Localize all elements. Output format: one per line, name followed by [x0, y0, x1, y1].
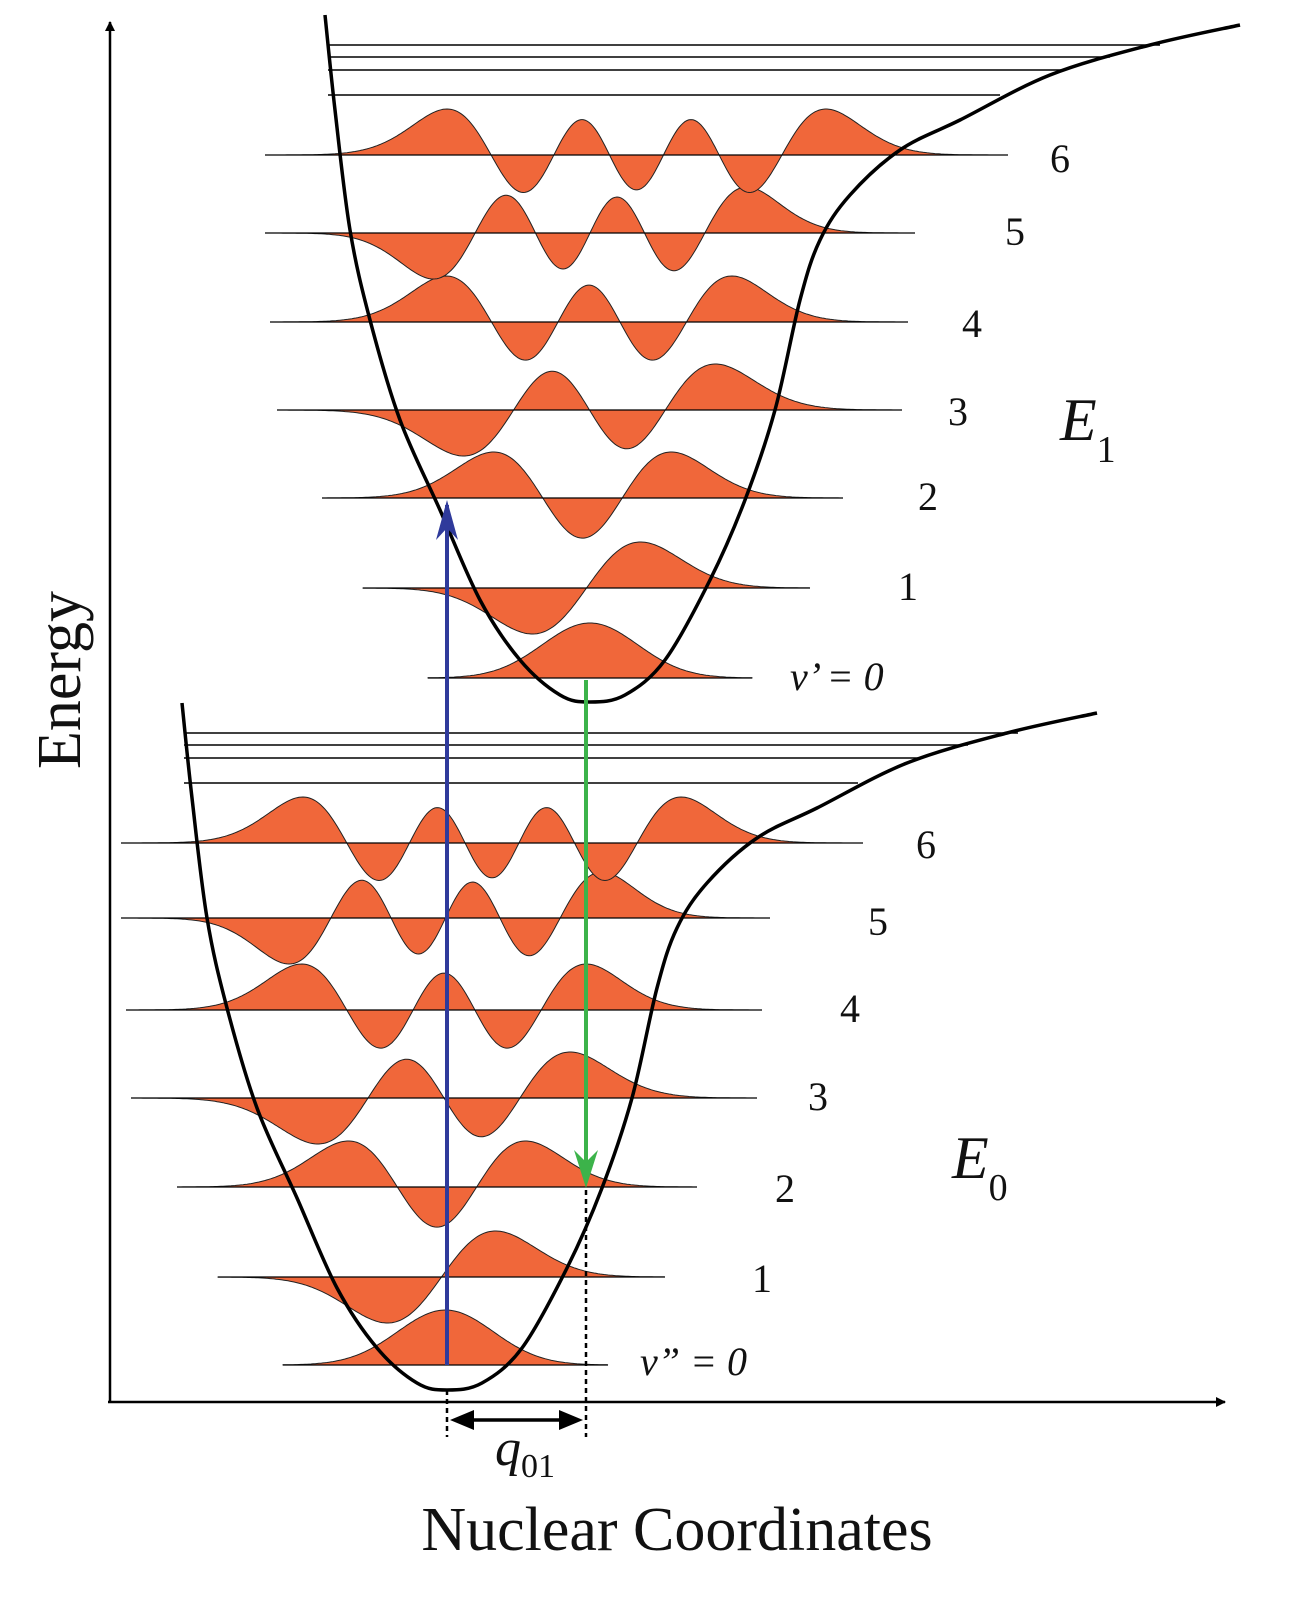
upper-state-levels — [265, 44, 1160, 679]
lower-state-levels — [121, 732, 1018, 1366]
level-label-v1: 1 — [898, 564, 918, 609]
level-label-v5: 5 — [1005, 209, 1025, 254]
displacement-label: q01 — [495, 1420, 555, 1485]
upper-potential-curve — [323, 14, 1241, 704]
y-axis-label: Energy — [26, 591, 94, 769]
wavefunction-v4 — [270, 275, 908, 361]
wavefunction-v2 — [177, 1140, 697, 1228]
level-label-v2: 2 — [918, 474, 938, 519]
level-label-v3: 3 — [808, 1074, 828, 1119]
wavefunction-v2 — [322, 451, 843, 539]
level-label-v0: v” = 0 — [640, 1339, 747, 1384]
x-axis-label: Nuclear Coordinates — [421, 1496, 932, 1564]
level-label-v6: 6 — [1050, 136, 1070, 181]
level-label-v4: 4 — [840, 986, 860, 1031]
displacement-arrowhead-left — [450, 1410, 474, 1430]
level-label-v3: 3 — [948, 389, 968, 434]
level-label-v0: v’ = 0 — [790, 654, 884, 699]
level-label-v4: 4 — [962, 301, 982, 346]
wavefunction-v6 — [121, 796, 863, 882]
level-label-v6: 6 — [916, 822, 936, 867]
absorption-arrowhead — [436, 500, 458, 540]
displacement-arrowhead-right — [559, 1410, 583, 1430]
upper-state-label: E1 — [1059, 387, 1116, 471]
level-label-v2: 2 — [775, 1166, 795, 1211]
lower-state-label: E0 — [951, 1125, 1008, 1209]
emission-arrowhead — [574, 1150, 598, 1188]
level-label-v1: 1 — [752, 1256, 772, 1301]
lower-potential-curve — [180, 702, 1098, 1392]
wavefunction-v4 — [126, 963, 762, 1049]
wavefunction-v6 — [265, 108, 1008, 194]
wavefunction-v0 — [427, 622, 753, 679]
level-label-v5: 5 — [868, 899, 888, 944]
